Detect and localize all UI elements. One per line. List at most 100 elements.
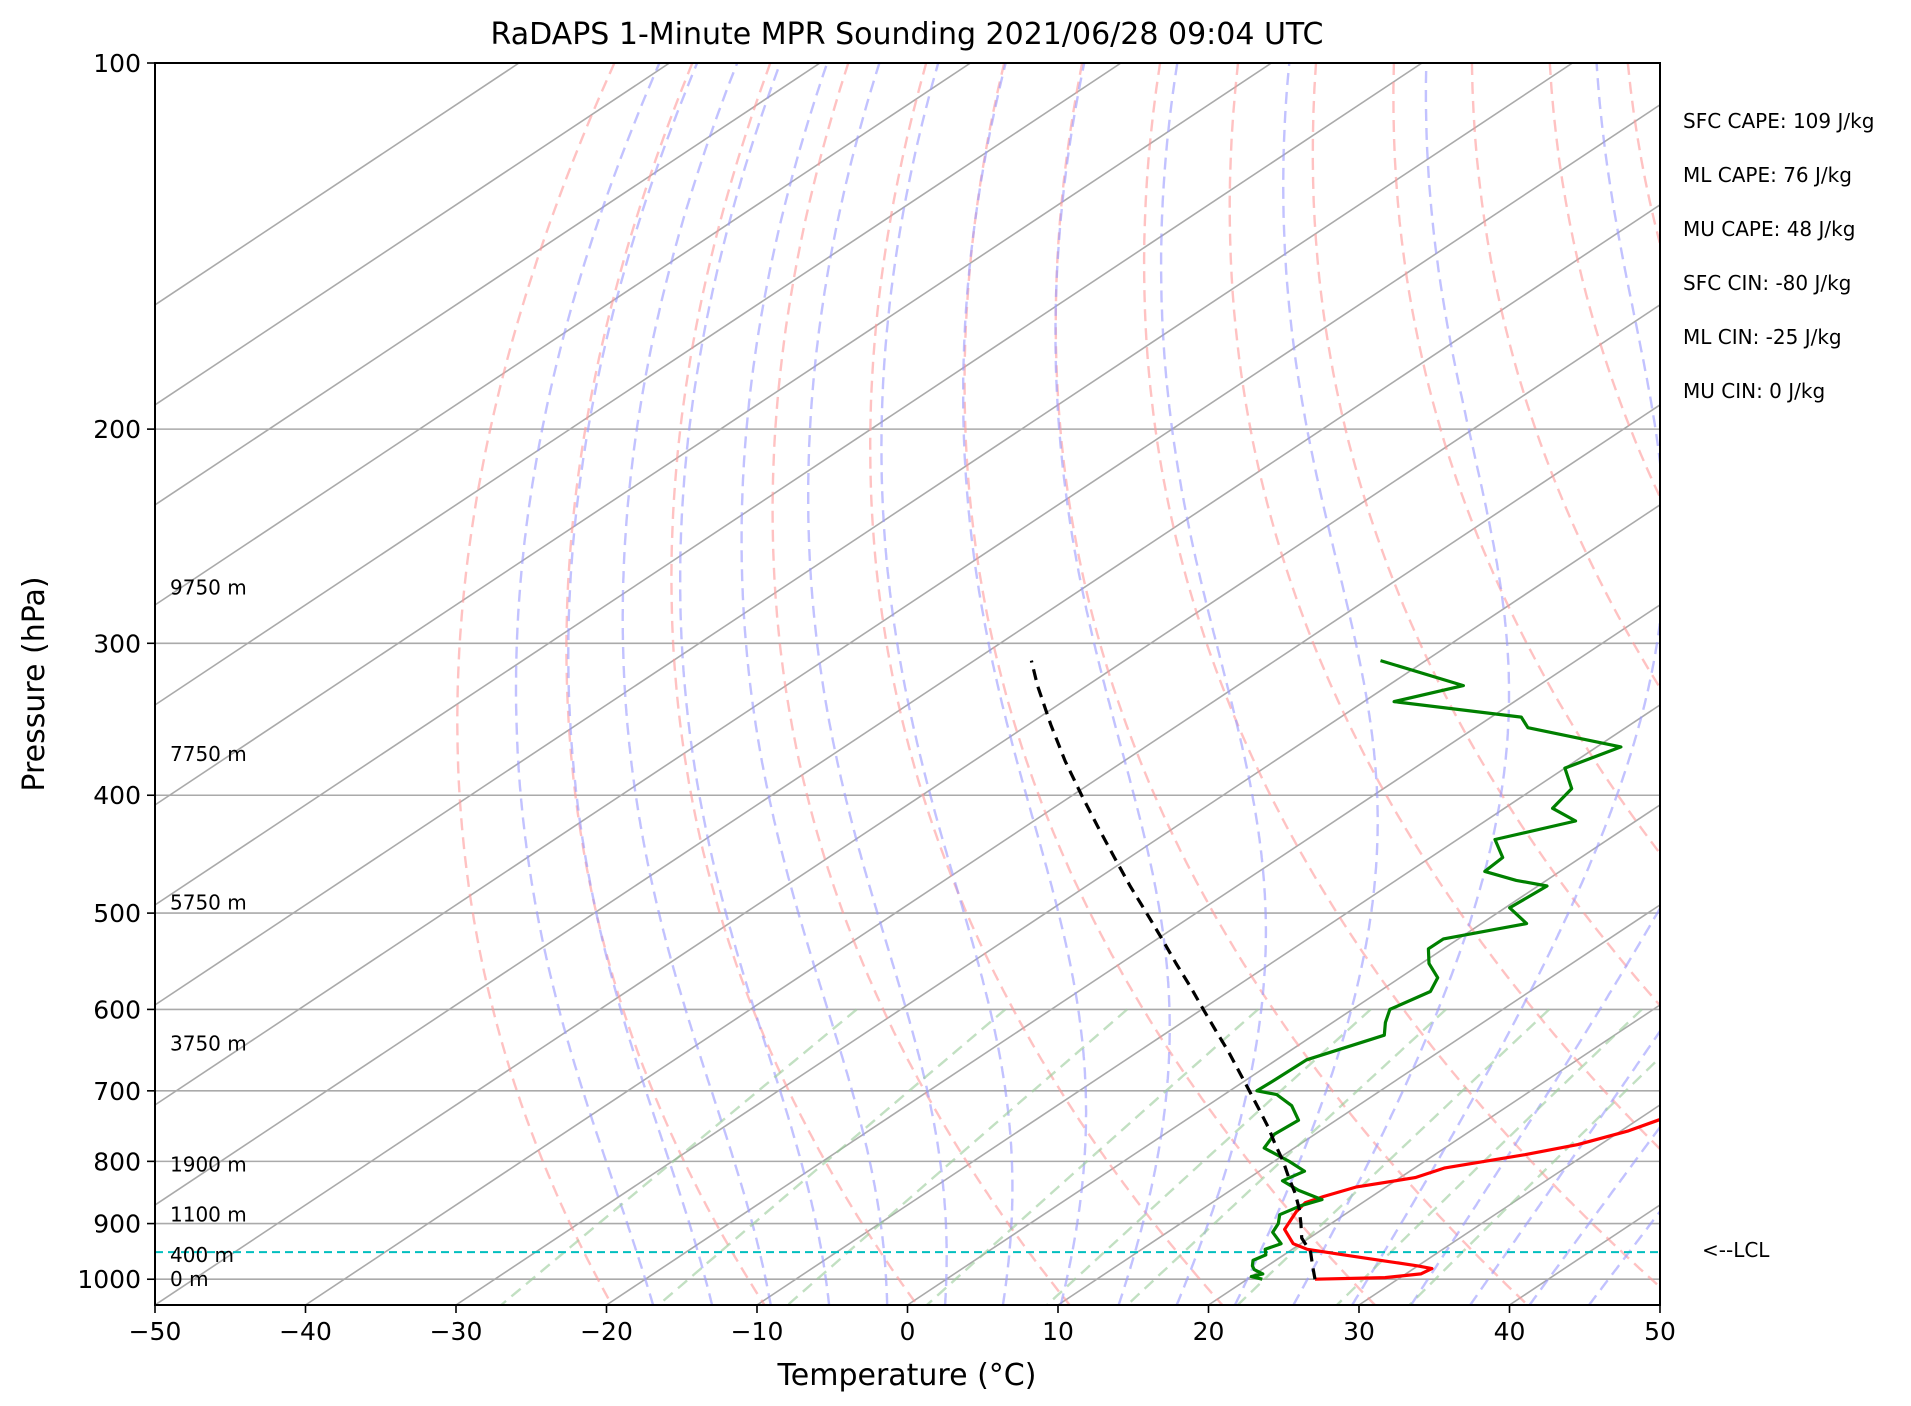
isotherm — [756, 703, 1660, 1305]
height-label: 1900 m — [170, 1153, 247, 1177]
isotherm — [455, 503, 1660, 1305]
background-lines — [155, 63, 1911, 1305]
stat-line: SFC CAPE: 109 J/kg — [1683, 109, 1874, 133]
y-tick-label: 1000 — [77, 1265, 141, 1294]
stat-line: SFC CIN: -80 J/kg — [1683, 271, 1851, 295]
stat-line: ML CAPE: 76 J/kg — [1683, 163, 1852, 187]
y-tick-label: 600 — [93, 995, 141, 1024]
x-tick-label: −40 — [279, 1317, 332, 1346]
dry-adiabat — [1470, 63, 1660, 691]
y-tick-label: 200 — [93, 415, 141, 444]
isotherm — [155, 63, 821, 506]
isotherm — [1811, 63, 1911, 1305]
isotherm — [155, 63, 971, 606]
moist-adiabat — [1054, 63, 1171, 1305]
dry-adiabat — [771, 63, 1071, 1305]
moist-adiabat — [1351, 63, 1660, 1305]
lcl-label: <--LCL — [1702, 1238, 1770, 1262]
chart-title: RaDAPS 1-Minute MPR Sounding 2021/06/28 … — [491, 17, 1324, 52]
moist-adiabat — [679, 63, 831, 1305]
x-tick-label: 20 — [1193, 1317, 1225, 1346]
x-tick-label: −20 — [580, 1317, 633, 1346]
x-tick-label: 50 — [1644, 1317, 1676, 1346]
x-tick-label: 30 — [1343, 1317, 1375, 1346]
x-tick-label: −50 — [129, 1317, 182, 1346]
isotherm — [155, 63, 1573, 1006]
mixing-ratio-line — [1236, 1008, 1551, 1305]
stat-line: MU CIN: 0 J/kg — [1683, 379, 1825, 403]
isotherm — [155, 63, 520, 306]
temperature-line — [1283, 1117, 1660, 1281]
isotherm — [1509, 1204, 1660, 1305]
isotherm — [606, 603, 1660, 1305]
y-tick-label: 500 — [93, 899, 141, 928]
dry-adiabat — [1054, 63, 1529, 1305]
y-tick-label: 900 — [93, 1210, 141, 1239]
dry-adiabat — [1706, 63, 1911, 1305]
mixing-ratio-line — [1046, 1008, 1372, 1305]
series-lines — [1029, 659, 1660, 1281]
dry-adiabat — [1548, 63, 1660, 500]
moist-adiabat — [514, 63, 661, 1305]
mixing-ratio-line — [1336, 1008, 1643, 1305]
isotherm — [155, 63, 670, 406]
height-label: 3750 m — [170, 1031, 247, 1055]
isotherm — [155, 303, 1660, 1305]
height-label: 1100 m — [170, 1203, 247, 1227]
mixing-ratio-line — [1126, 1008, 1447, 1305]
moist-adiabat — [807, 63, 948, 1305]
moist-adiabat — [1469, 1029, 1660, 1305]
moist-adiabat — [962, 63, 1088, 1305]
x-tick-label: −10 — [731, 1317, 784, 1346]
isotherm — [305, 403, 1660, 1305]
height-label: 7750 m — [170, 742, 247, 766]
moist-adiabat — [880, 63, 1014, 1305]
isotherm — [155, 63, 1272, 806]
parcel-line — [1029, 660, 1317, 1280]
y-tick-label: 700 — [93, 1077, 141, 1106]
dry-adiabat — [1784, 63, 1911, 1305]
isotherm — [155, 203, 1660, 1206]
stat-line: ML CIN: -25 J/kg — [1683, 325, 1842, 349]
isotherm — [907, 803, 1660, 1305]
x-tick-label: 40 — [1494, 1317, 1526, 1346]
height-label: 400 m — [170, 1243, 234, 1267]
x-tick-label: 10 — [1042, 1317, 1074, 1346]
mixing-ratio-line — [657, 1008, 1007, 1305]
dry-adiabat — [456, 63, 616, 1305]
x-axis-label: Temperature (°C) — [777, 1358, 1037, 1393]
isotherm — [155, 63, 1122, 706]
dry-adiabat — [868, 63, 1224, 1305]
isotherm — [1659, 1304, 1660, 1305]
y-tick-label: 100 — [93, 49, 141, 78]
moist-adiabat — [1159, 63, 1268, 1305]
isotherm — [155, 103, 1660, 1106]
dry-adiabat — [1142, 63, 1660, 1289]
moist-adiabat — [1233, 63, 1379, 1305]
x-tick-label: −30 — [430, 1317, 483, 1346]
dry-adiabat — [670, 63, 919, 1305]
stat-line: MU CAPE: 48 J/kg — [1683, 217, 1855, 241]
dry-adiabat — [963, 63, 1376, 1305]
y-tick-label: 300 — [93, 629, 141, 658]
moist-adiabat — [1410, 906, 1660, 1305]
y-ticks: 100 200 300 400 500 600 700 800 900 1000 — [77, 49, 155, 1294]
moist-adiabat — [621, 63, 772, 1305]
dry-adiabat — [565, 63, 766, 1305]
moist-adiabat — [1528, 1125, 1660, 1305]
dry-adiabat — [1228, 63, 1660, 1151]
isotherm — [1208, 1003, 1660, 1305]
height-label: 0 m — [170, 1267, 209, 1291]
dry-adiabat — [1311, 63, 1660, 1008]
height-label: 5750 m — [170, 890, 247, 914]
isotherm — [155, 63, 1423, 906]
isotherm — [1057, 903, 1660, 1305]
x-tick-label: 0 — [900, 1317, 916, 1346]
mixing-ratio-line — [786, 1008, 1128, 1305]
dewpoint-line — [1249, 659, 1623, 1281]
stats-panel: SFC CAPE: 109 J/kg ML CAPE: 76 J/kg MU CAP… — [1683, 109, 1874, 403]
dry-adiabat — [1626, 63, 1660, 249]
y-tick-label: 800 — [93, 1147, 141, 1176]
